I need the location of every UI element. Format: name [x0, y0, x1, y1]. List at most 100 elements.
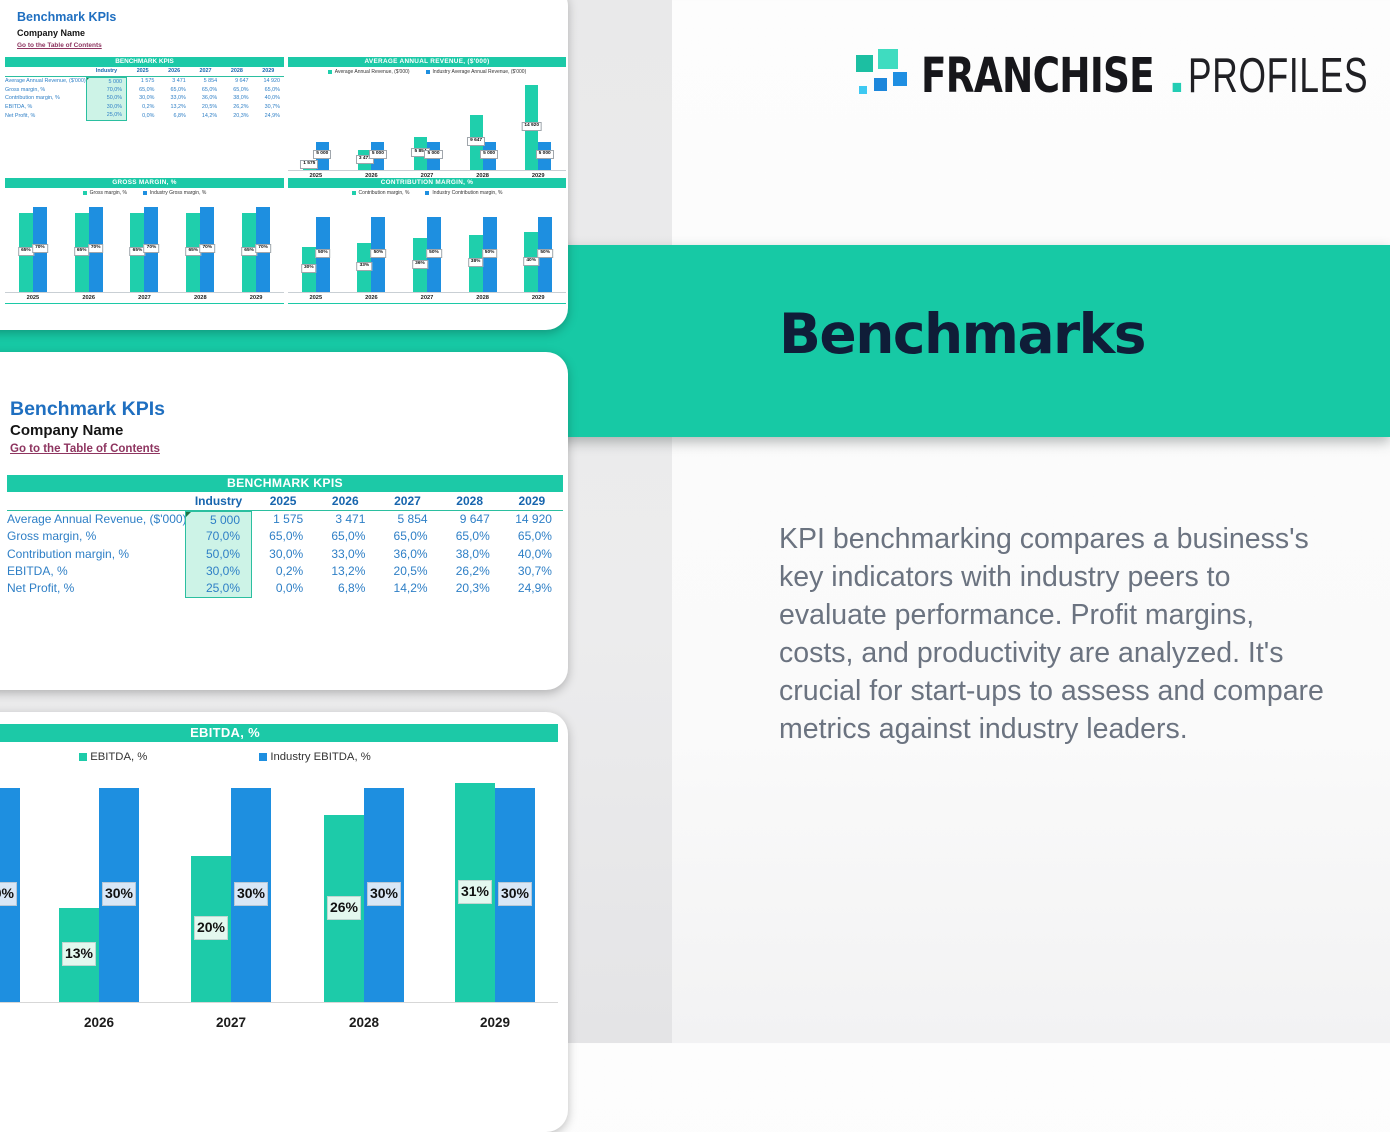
bar-group: 30%: [0, 771, 20, 1002]
table-cell: 20,5%: [393, 563, 428, 578]
company-name: Company Name: [10, 422, 124, 439]
logo-square: [874, 78, 887, 91]
legend-label: Industry Gross margin, %: [149, 190, 207, 196]
legend-label: Industry Average Annual Revenue, ($'000): [432, 69, 527, 75]
bar-value-label: 70%: [32, 243, 48, 253]
bar-slot: 14 920: [521, 78, 543, 170]
bar-value-label: 26%: [326, 895, 362, 920]
legend-label: Industry EBITDA, %: [270, 751, 371, 763]
chart-x-axis: 2025 2026 2027 2028 2029: [288, 171, 566, 181]
bar-slot: 65%: [73, 199, 90, 292]
bar-slot: 5 000: [368, 78, 387, 170]
table-cell: 65,0%: [264, 86, 280, 93]
table-cell: 40,0%: [517, 546, 552, 561]
column-header: Industry: [194, 494, 243, 508]
bar-group: 9 647 5 000: [467, 78, 499, 170]
chart-title-band: AVERAGE ANNUAL REVENUE, ($'000): [288, 57, 566, 67]
axis-label: 2028: [348, 1014, 380, 1030]
cell-note-marker: [87, 77, 89, 80]
industry-cell: 30,0%: [86, 103, 127, 112]
chart-legend: EBITDA, % Industry EBITDA, %: [0, 751, 558, 763]
chart-x-axis: 2025 2026 2027 2028 2029: [5, 293, 284, 303]
table-cell: 1 575: [140, 78, 155, 84]
banner-title: Benchmarks: [779, 302, 1147, 366]
table-header-row: Industry 2025 2026 2027 2028 2029: [5, 67, 284, 77]
axis-label: 2026: [82, 295, 96, 301]
table-cell: 38,0%: [233, 95, 249, 102]
chart-plot: 30% 50% 33% 50% 36% 50% 38% 50% 40% 50%: [288, 199, 566, 293]
industry-cell: 50,0%: [86, 94, 127, 104]
table-cell: 26,2%: [233, 104, 249, 111]
bar-value-label: 30%: [366, 882, 402, 907]
table-cell: 65,0%: [517, 529, 552, 544]
axis-label: 2028: [476, 173, 489, 179]
logo-wordmark: FRANCHISE .PROFILES: [921, 48, 1390, 104]
bar-value-label: 14 920: [521, 122, 543, 132]
chart-legend: Contribution margin, % Industry Contribut…: [288, 190, 566, 196]
bar-value-label: 50%: [537, 249, 553, 258]
table-cell: 6,8%: [173, 112, 186, 119]
logo-square: [856, 55, 873, 72]
table-of-contents-link[interactable]: Go to the Table of Contents: [17, 42, 102, 49]
sheet-title: Benchmark KPIs: [10, 398, 165, 420]
bar-slot: 50%: [426, 199, 442, 292]
bar-group: 1 575 5 000: [300, 78, 332, 170]
chart-title-band: CONTRIBUTION MARGIN, %: [288, 178, 566, 188]
table-cell: 14,2%: [393, 581, 428, 596]
legend-swatch: [142, 191, 147, 195]
logo-text-profiles: PROFILES: [1187, 49, 1369, 103]
legend-label: Gross margin, %: [89, 190, 127, 196]
table-cell: 14 920: [515, 512, 552, 526]
table-of-contents-link[interactable]: Go to the Table of Contents: [10, 443, 160, 455]
logo-dot: .: [1167, 48, 1186, 104]
legend-swatch: [82, 191, 87, 195]
table-cell: 9 647: [235, 78, 249, 84]
legend-label: Average Annual Revenue, ($'000): [334, 69, 410, 75]
legend-item: Gross margin, %: [82, 190, 127, 196]
bar-group: 31% 30%: [455, 771, 535, 1002]
bar-slot: 70%: [199, 199, 216, 292]
industry-cell: 25,0%: [86, 111, 127, 121]
row-label: Net Profit, %: [5, 112, 36, 119]
bar-group: 30% 50%: [300, 199, 331, 292]
bar-slot: 30%: [99, 771, 139, 1002]
bar-group: 5 854 5 000: [411, 78, 443, 170]
bar-group: 40% 50%: [523, 199, 553, 292]
bar-value-label: 36%: [412, 259, 428, 269]
sheet-title: Benchmark KPIs: [17, 10, 117, 24]
bar-slot: 50%: [537, 199, 553, 292]
table-cell: 65,0%: [139, 86, 155, 93]
axis-label: 2027: [420, 295, 434, 301]
bar-group: 20% 30%: [191, 771, 271, 1002]
bar-group: 65% 70%: [73, 199, 104, 292]
table-cell: 3 471: [172, 78, 186, 84]
table-cell: 3 471: [335, 512, 366, 526]
bar-slot: 13%: [59, 771, 99, 1002]
kpi-table-card: Benchmark KPIs Company Name Go to the Ta…: [0, 352, 568, 690]
mini-table-title-band: BENCHMARK KPIS: [5, 57, 284, 67]
bar-value-label: 40%: [523, 256, 539, 266]
table-cell: 65,0%: [201, 86, 218, 93]
bar-value-label: 30%: [101, 882, 137, 907]
table-row: EBITDA, % 30,0% 0,2% 13,2% 20,5% 26,2% 30,7%: [5, 103, 284, 112]
bar-value-label: 5 000: [535, 150, 554, 160]
column-header: 2027: [199, 68, 212, 74]
axis-label: 2029: [249, 295, 263, 301]
bar-group: 13% 30%: [59, 771, 139, 1002]
bar-slot: 30%: [0, 771, 20, 1002]
table-cell: 5 854: [203, 78, 218, 84]
bar-slot: 30%: [364, 771, 404, 1002]
table-cell: 9 647: [459, 512, 490, 526]
legend-item: EBITDA, %: [79, 751, 147, 763]
axis-label: 2025: [26, 295, 40, 301]
table-cell: 30,0%: [269, 546, 304, 561]
bar-slot: 5 000: [313, 78, 332, 170]
bar-group: 14 920 5 000: [521, 78, 554, 170]
table-cell: 38,0%: [455, 546, 490, 561]
logo-square: [893, 72, 907, 86]
table-row: Contribution margin, % 50,0% 30,0% 33,0% 36,…: [7, 545, 563, 563]
legend-swatch: [259, 753, 268, 761]
table-row: Gross margin, % 70,0% 65,0% 65,0% 65,0% 65,0%…: [5, 85, 284, 95]
bar-slot: 30%: [231, 771, 271, 1002]
table-cell: 30,7%: [517, 563, 552, 578]
